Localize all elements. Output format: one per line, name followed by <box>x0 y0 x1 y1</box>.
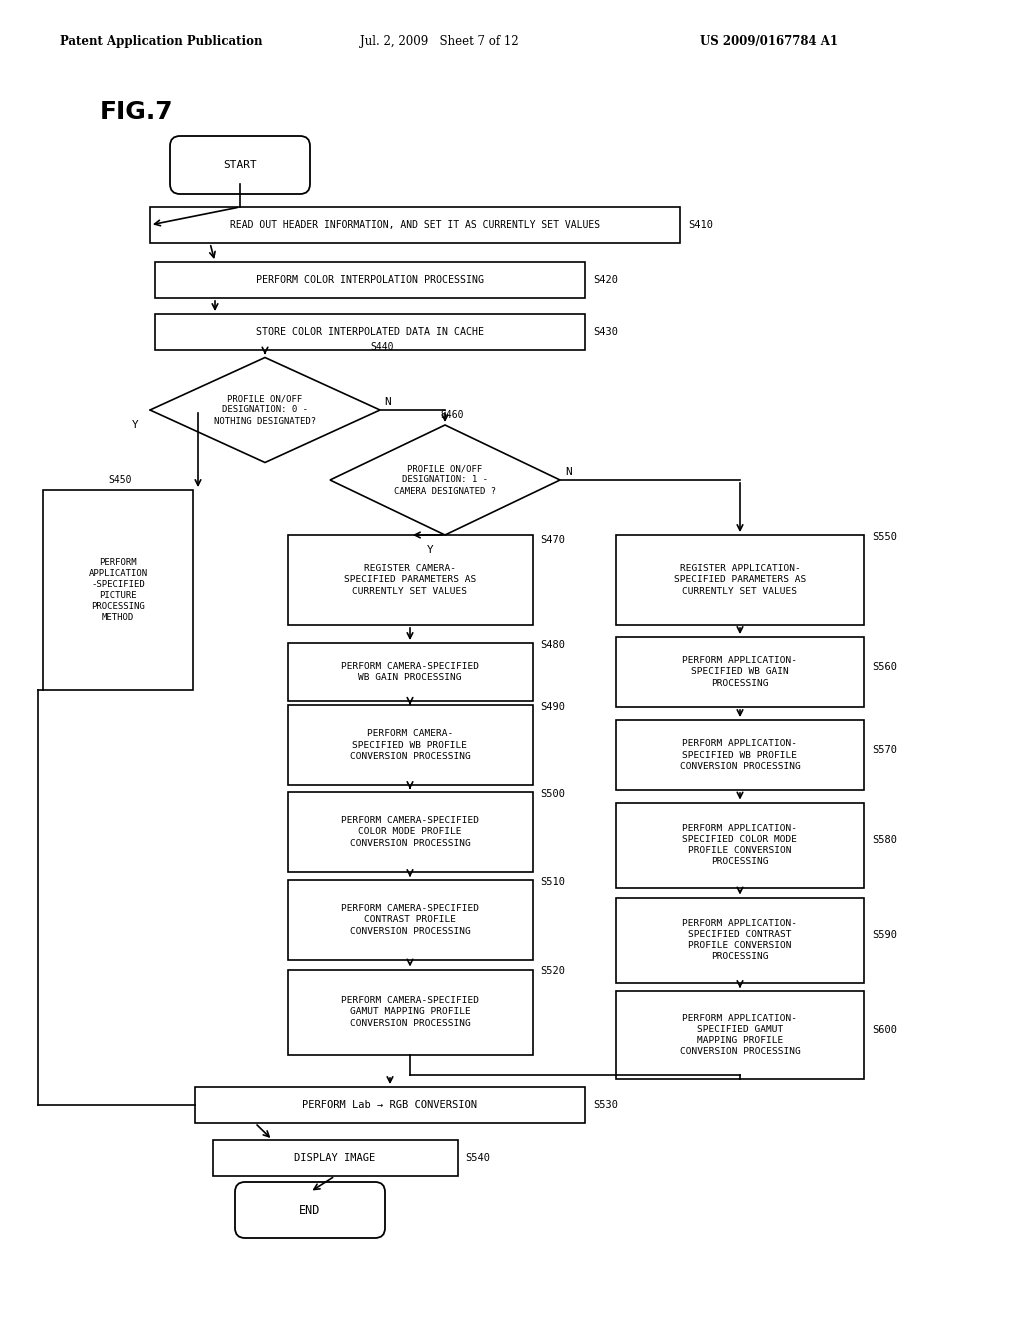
Text: PERFORM CAMERA-SPECIFIED
WB GAIN PROCESSING: PERFORM CAMERA-SPECIFIED WB GAIN PROCESS… <box>341 661 479 682</box>
Text: Patent Application Publication: Patent Application Publication <box>60 36 262 48</box>
Text: PERFORM CAMERA-SPECIFIED
COLOR MODE PROFILE
CONVERSION PROCESSING: PERFORM CAMERA-SPECIFIED COLOR MODE PROF… <box>341 816 479 847</box>
Bar <box>616 898 864 982</box>
Text: PROFILE ON/OFF
DESIGNATION: 1 -
CAMERA DESIGNATED ?: PROFILE ON/OFF DESIGNATION: 1 - CAMERA D… <box>394 465 496 495</box>
Text: S420: S420 <box>593 275 618 285</box>
Bar <box>616 991 864 1078</box>
Polygon shape <box>150 358 380 462</box>
Text: DISPLAY IMAGE: DISPLAY IMAGE <box>294 1152 376 1163</box>
Text: PERFORM
APPLICATION
-SPECIFIED
PICTURE
PROCESSING
METHOD: PERFORM APPLICATION -SPECIFIED PICTURE P… <box>88 558 147 622</box>
Text: Jul. 2, 2009   Sheet 7 of 12: Jul. 2, 2009 Sheet 7 of 12 <box>360 36 518 48</box>
Text: PERFORM CAMERA-
SPECIFIED WB PROFILE
CONVERSION PROCESSING: PERFORM CAMERA- SPECIFIED WB PROFILE CON… <box>349 730 470 760</box>
Text: Y: Y <box>427 545 434 554</box>
Text: S570: S570 <box>872 744 897 755</box>
Text: STORE COLOR INTERPOLATED DATA IN CACHE: STORE COLOR INTERPOLATED DATA IN CACHE <box>256 327 484 337</box>
Bar <box>150 207 680 243</box>
Text: PERFORM COLOR INTERPOLATION PROCESSING: PERFORM COLOR INTERPOLATION PROCESSING <box>256 275 484 285</box>
Text: PERFORM APPLICATION-
SPECIFIED WB GAIN
PROCESSING: PERFORM APPLICATION- SPECIFIED WB GAIN P… <box>683 656 798 688</box>
Text: PERFORM CAMERA-SPECIFIED
GAMUT MAPPING PROFILE
CONVERSION PROCESSING: PERFORM CAMERA-SPECIFIED GAMUT MAPPING P… <box>341 997 479 1027</box>
FancyBboxPatch shape <box>234 1181 385 1238</box>
Text: PERFORM APPLICATION-
SPECIFIED COLOR MODE
PROFILE CONVERSION
PROCESSING: PERFORM APPLICATION- SPECIFIED COLOR MOD… <box>683 824 798 866</box>
Bar <box>195 1086 585 1123</box>
Bar <box>288 705 532 785</box>
Bar <box>616 719 864 789</box>
Text: S430: S430 <box>593 327 618 337</box>
Text: N: N <box>384 397 391 407</box>
Text: S540: S540 <box>466 1152 490 1163</box>
Text: S470: S470 <box>541 535 565 545</box>
Text: S520: S520 <box>541 966 565 977</box>
Text: S460: S460 <box>440 411 464 420</box>
Text: REGISTER APPLICATION-
SPECIFIED PARAMETERS AS
CURRENTLY SET VALUES: REGISTER APPLICATION- SPECIFIED PARAMETE… <box>674 565 806 595</box>
Text: US 2009/0167784 A1: US 2009/0167784 A1 <box>700 36 838 48</box>
Bar <box>288 969 532 1055</box>
Text: Y: Y <box>132 420 138 430</box>
Text: REGISTER CAMERA-
SPECIFIED PARAMETERS AS
CURRENTLY SET VALUES: REGISTER CAMERA- SPECIFIED PARAMETERS AS… <box>344 565 476 595</box>
Text: S500: S500 <box>541 789 565 799</box>
Text: S480: S480 <box>541 640 565 649</box>
Bar <box>288 792 532 873</box>
Text: S600: S600 <box>872 1026 897 1035</box>
Bar <box>155 261 585 298</box>
Text: PERFORM APPLICATION-
SPECIFIED WB PROFILE
CONVERSION PROCESSING: PERFORM APPLICATION- SPECIFIED WB PROFIL… <box>680 739 801 771</box>
Text: END: END <box>299 1204 321 1217</box>
Bar <box>616 535 864 624</box>
Bar <box>155 314 585 350</box>
FancyBboxPatch shape <box>170 136 310 194</box>
Bar <box>43 490 193 690</box>
Bar <box>288 880 532 960</box>
Text: S510: S510 <box>541 876 565 887</box>
Bar <box>616 803 864 887</box>
Bar <box>616 638 864 708</box>
Text: S590: S590 <box>872 931 897 940</box>
Text: S440: S440 <box>370 342 393 352</box>
Text: S580: S580 <box>872 836 897 845</box>
Text: N: N <box>565 467 571 477</box>
Text: PROFILE ON/OFF
DESIGNATION: 0 -
NOTHING DESIGNATED?: PROFILE ON/OFF DESIGNATION: 0 - NOTHING … <box>214 395 316 425</box>
Text: S550: S550 <box>872 532 897 543</box>
Text: PERFORM Lab → RGB CONVERSION: PERFORM Lab → RGB CONVERSION <box>302 1100 477 1110</box>
Text: PERFORM APPLICATION-
SPECIFIED CONTRAST
PROFILE CONVERSION
PROCESSING: PERFORM APPLICATION- SPECIFIED CONTRAST … <box>683 919 798 961</box>
Polygon shape <box>330 425 560 535</box>
Text: START: START <box>223 160 257 170</box>
Text: READ OUT HEADER INFORMATION, AND SET IT AS CURRENTLY SET VALUES: READ OUT HEADER INFORMATION, AND SET IT … <box>230 220 600 230</box>
Bar <box>288 535 532 624</box>
Text: FIG.7: FIG.7 <box>100 100 174 124</box>
Text: S490: S490 <box>541 702 565 711</box>
Text: PERFORM APPLICATION-
SPECIFIED GAMUT
MAPPING PROFILE
CONVERSION PROCESSING: PERFORM APPLICATION- SPECIFIED GAMUT MAP… <box>680 1014 801 1056</box>
Text: S410: S410 <box>688 220 713 230</box>
Bar <box>288 643 532 701</box>
Text: S560: S560 <box>872 663 897 672</box>
Text: PERFORM CAMERA-SPECIFIED
CONTRAST PROFILE
CONVERSION PROCESSING: PERFORM CAMERA-SPECIFIED CONTRAST PROFIL… <box>341 904 479 936</box>
Text: S450: S450 <box>108 475 131 484</box>
Text: S530: S530 <box>593 1100 618 1110</box>
Bar <box>213 1140 458 1176</box>
